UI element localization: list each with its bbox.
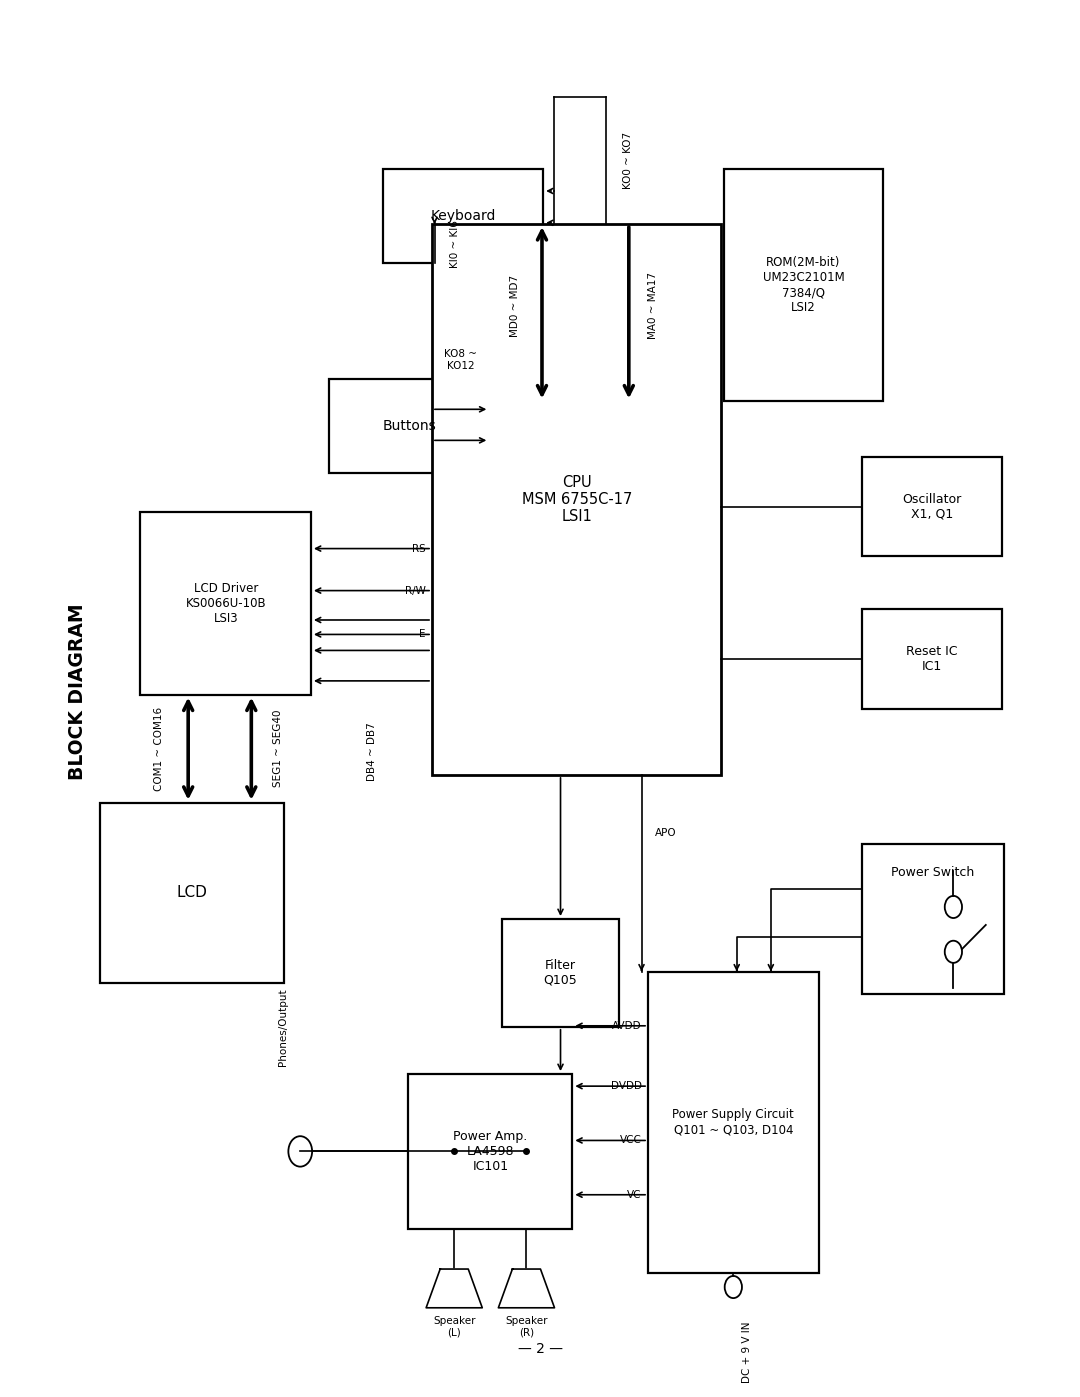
Text: KO0 ~ KO7: KO0 ~ KO7 bbox=[623, 131, 633, 189]
Text: R/W: R/W bbox=[405, 585, 426, 595]
Text: — 2 —: — 2 — bbox=[517, 1343, 563, 1356]
Text: Oscillator
X1, Q1: Oscillator X1, Q1 bbox=[903, 493, 961, 521]
Text: APO: APO bbox=[654, 828, 676, 838]
Text: Power Supply Circuit
Q101 ~ Q103, D104: Power Supply Circuit Q101 ~ Q103, D104 bbox=[673, 1108, 794, 1136]
Bar bbox=[648, 971, 819, 1273]
Bar bbox=[724, 169, 883, 401]
Text: AVDD: AVDD bbox=[612, 1021, 642, 1031]
Text: DVDD: DVDD bbox=[610, 1081, 642, 1091]
Text: VCC: VCC bbox=[620, 1136, 642, 1146]
Text: RS: RS bbox=[411, 543, 426, 553]
Text: Speaker
(R): Speaker (R) bbox=[505, 1316, 548, 1338]
Text: DB4 ~ DB7: DB4 ~ DB7 bbox=[366, 722, 377, 781]
Bar bbox=[862, 844, 1004, 993]
Text: Keyboard: Keyboard bbox=[431, 210, 496, 224]
Bar bbox=[862, 609, 1002, 708]
Text: MA0 ~ MA17: MA0 ~ MA17 bbox=[648, 272, 658, 339]
Bar bbox=[100, 803, 284, 982]
Text: VC: VC bbox=[627, 1190, 642, 1200]
Text: E: E bbox=[419, 630, 426, 640]
Text: LCD Driver
KS0066U-10B
LSI3: LCD Driver KS0066U-10B LSI3 bbox=[186, 583, 266, 624]
Text: CPU
MSM 6755C-17
LSI1: CPU MSM 6755C-17 LSI1 bbox=[522, 475, 632, 524]
Bar bbox=[383, 169, 543, 263]
Text: Phones/Output: Phones/Output bbox=[278, 988, 288, 1066]
Text: BLOCK DIAGRAM: BLOCK DIAGRAM bbox=[68, 604, 87, 781]
Text: KO8 ~
KO12: KO8 ~ KO12 bbox=[444, 349, 477, 370]
Bar bbox=[432, 224, 721, 775]
Bar bbox=[329, 379, 489, 474]
Bar bbox=[408, 1074, 572, 1229]
Polygon shape bbox=[498, 1268, 554, 1308]
Text: DC + 9 V IN: DC + 9 V IN bbox=[742, 1322, 752, 1383]
Text: COM1 ~ COM16: COM1 ~ COM16 bbox=[154, 707, 164, 791]
Text: SEG1 ~ SEG40: SEG1 ~ SEG40 bbox=[273, 710, 283, 788]
Text: LCD: LCD bbox=[177, 886, 207, 900]
Text: ROM(2M-bit)
UM23C2101M
7384/Q
LSI2: ROM(2M-bit) UM23C2101M 7384/Q LSI2 bbox=[762, 256, 845, 314]
Text: Power Switch: Power Switch bbox=[891, 866, 975, 879]
Text: Reset IC
IC1: Reset IC IC1 bbox=[906, 645, 958, 673]
Text: MD0 ~ MD7: MD0 ~ MD7 bbox=[511, 275, 521, 337]
Text: Speaker
(L): Speaker (L) bbox=[433, 1316, 475, 1338]
Text: KI0 ~ KI6: KI0 ~ KI6 bbox=[449, 219, 460, 267]
Bar bbox=[862, 457, 1002, 556]
Text: Power Amp.
LA4598
IC101: Power Amp. LA4598 IC101 bbox=[454, 1130, 527, 1173]
Bar bbox=[502, 919, 619, 1027]
Text: Filter
Q105: Filter Q105 bbox=[543, 958, 578, 986]
Polygon shape bbox=[427, 1268, 483, 1308]
Text: Buttons: Buttons bbox=[382, 419, 436, 433]
Bar bbox=[140, 513, 311, 694]
